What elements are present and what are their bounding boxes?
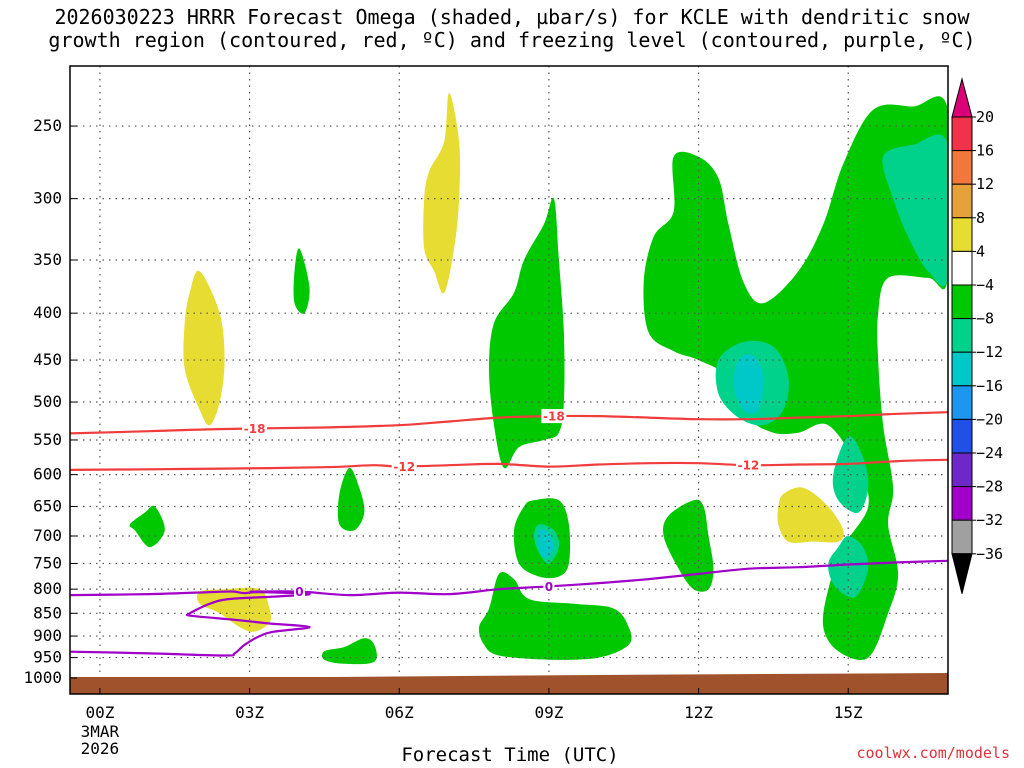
omega-region-yellow-18 bbox=[777, 487, 844, 543]
colorbar-label-11: −28 bbox=[976, 478, 1003, 496]
colorbar-label-0: 20 bbox=[976, 108, 994, 126]
y-tick-label-600: 600 bbox=[33, 465, 62, 484]
y-tick-label-550: 550 bbox=[33, 430, 62, 449]
y-axis: 250 300 350 400 450 500 550 600 650 700 750 800 850 9… bbox=[23, 116, 77, 687]
y-tick-label-850: 850 bbox=[33, 603, 62, 622]
colorbar-swatch-8 bbox=[951, 385, 973, 420]
colorbar-label-10: −24 bbox=[976, 444, 1003, 462]
temperature-contours: -18 -18 -12 -12 0 0 bbox=[70, 409, 948, 657]
omega-region-green-2 bbox=[478, 572, 632, 660]
omega-region-green-8 bbox=[129, 505, 165, 548]
omega-region-yellow-17 bbox=[423, 92, 461, 294]
dgz-contour-m12-label-0: -12 bbox=[393, 460, 415, 474]
y-tick-label-1000: 1000 bbox=[23, 668, 62, 687]
colorbar-swatch-1 bbox=[951, 150, 973, 185]
colorbar-label-12: −32 bbox=[976, 511, 1003, 529]
dgz-contour-m18-label-0: -18 bbox=[244, 422, 266, 436]
freezing-level-low-contour bbox=[70, 590, 311, 657]
freezing-level-contour-label-bg-0 bbox=[293, 584, 305, 599]
colorbar-label-8: −16 bbox=[976, 377, 1003, 395]
y-tick-label-250: 250 bbox=[33, 116, 62, 135]
colorbar-swatch-12 bbox=[951, 519, 973, 555]
y-tick-label-450: 450 bbox=[33, 350, 62, 369]
omega-region-cyan-14 bbox=[733, 354, 764, 414]
omega-region-teal-9 bbox=[882, 134, 948, 286]
y-tick-label-300: 300 bbox=[33, 189, 62, 208]
omega-region-green-1 bbox=[643, 96, 948, 660]
colorbar-swatch-9 bbox=[951, 418, 973, 454]
x-date-label-0: 3MAR bbox=[81, 722, 120, 741]
plot-grid bbox=[70, 66, 948, 679]
ground-layer bbox=[70, 673, 948, 694]
plot-frame bbox=[69, 65, 949, 695]
colorbar-swatch-6 bbox=[951, 318, 973, 353]
colorbar-label-7: −12 bbox=[976, 343, 1003, 361]
colorbar-swatch-11 bbox=[951, 486, 973, 521]
omega-shading bbox=[129, 92, 948, 665]
colorbar-bottom-arrow bbox=[951, 553, 973, 594]
freezing-level-contour bbox=[249, 559, 948, 597]
y-tick-label-650: 650 bbox=[33, 496, 62, 515]
y-tick-label-800: 800 bbox=[33, 579, 62, 598]
x-tick-label-03Z: 03Z bbox=[235, 703, 264, 722]
credit-link[interactable]: coolwx.com/models bbox=[856, 744, 1010, 762]
chart-title-line1: 2026030223 HRRR Forecast Omega (shaded, … bbox=[54, 5, 970, 29]
omega-region-green-3 bbox=[663, 499, 714, 592]
colorbar-swatch-7 bbox=[951, 351, 973, 387]
y-tick-label-750: 750 bbox=[33, 553, 62, 572]
colorbar-label-2: 12 bbox=[976, 175, 994, 193]
freezing-level-contour-label-1: 0 bbox=[545, 580, 553, 594]
omega-colorbar: 20 16 12 8 4 −4 −8 −12 −16 −20 −24 −28 −32 −36 bbox=[951, 77, 1003, 594]
colorbar-swatch-0 bbox=[951, 116, 973, 152]
x-tick-label-06Z: 06Z bbox=[385, 703, 414, 722]
colorbar-label-6: −8 bbox=[976, 310, 994, 328]
colorbar-label-13: −36 bbox=[976, 545, 1003, 563]
colorbar-label-5: −4 bbox=[976, 276, 994, 294]
dgz-contour-m18-label-bg-1 bbox=[541, 409, 567, 424]
ground-base bbox=[70, 678, 948, 694]
dgz-contour-m12-label-bg-1 bbox=[735, 458, 761, 473]
dgz-contour-m12 bbox=[70, 458, 948, 471]
colorbar-label-4: 4 bbox=[976, 242, 985, 260]
colorbar-swatch-10 bbox=[951, 452, 973, 488]
colorbar-swatch-4 bbox=[951, 250, 973, 286]
colorbar-swatch-3 bbox=[951, 217, 973, 252]
chart-title: 2026030223 HRRR Forecast Omega (shaded, … bbox=[0, 6, 1024, 52]
x-tick-label-09Z: 09Z bbox=[534, 703, 563, 722]
freezing-level-contour-label-0: 0 bbox=[295, 585, 303, 599]
colorbar-top-arrow bbox=[951, 77, 973, 118]
dgz-contour-m18-label-1: -18 bbox=[543, 410, 565, 424]
dgz-contour-m18-label-bg-0 bbox=[242, 421, 268, 436]
omega-region-green-5 bbox=[337, 467, 365, 532]
dgz-contour-m12-label-1: -12 bbox=[738, 459, 760, 473]
y-tick-label-900: 900 bbox=[33, 626, 62, 645]
x-tick-label-15Z: 15Z bbox=[834, 703, 863, 722]
y-tick-label-700: 700 bbox=[33, 526, 62, 545]
omega-region-green-0 bbox=[489, 197, 565, 469]
colorbar-label-3: 8 bbox=[976, 209, 985, 227]
x-tick-label-12Z: 12Z bbox=[684, 703, 713, 722]
colorbar-label-9: −20 bbox=[976, 410, 1003, 428]
x-tick-label-00Z: 00Z bbox=[85, 703, 114, 722]
omega-region-green-6 bbox=[293, 248, 310, 314]
y-tick-label-950: 950 bbox=[33, 648, 62, 667]
y-tick-label-500: 500 bbox=[33, 392, 62, 411]
y-tick-label-400: 400 bbox=[33, 303, 62, 322]
omega-region-cyan-15 bbox=[537, 529, 554, 559]
x-date-label-1: 2026 bbox=[81, 739, 120, 758]
colorbar-swatch-5 bbox=[951, 284, 973, 320]
colorbar-swatch-2 bbox=[951, 183, 973, 219]
freezing-level-contour-label-bg-1 bbox=[543, 579, 555, 594]
omega-region-yellow-16 bbox=[183, 270, 225, 426]
dgz-contour-m12-label-bg-0 bbox=[391, 459, 417, 474]
x-axis-title: Forecast Time (UTC) bbox=[401, 744, 619, 766]
chart-title-line2: growth region (contoured, red, ºC) and f… bbox=[48, 28, 976, 52]
colorbar-label-1: 16 bbox=[976, 142, 994, 160]
y-tick-label-350: 350 bbox=[33, 250, 62, 269]
